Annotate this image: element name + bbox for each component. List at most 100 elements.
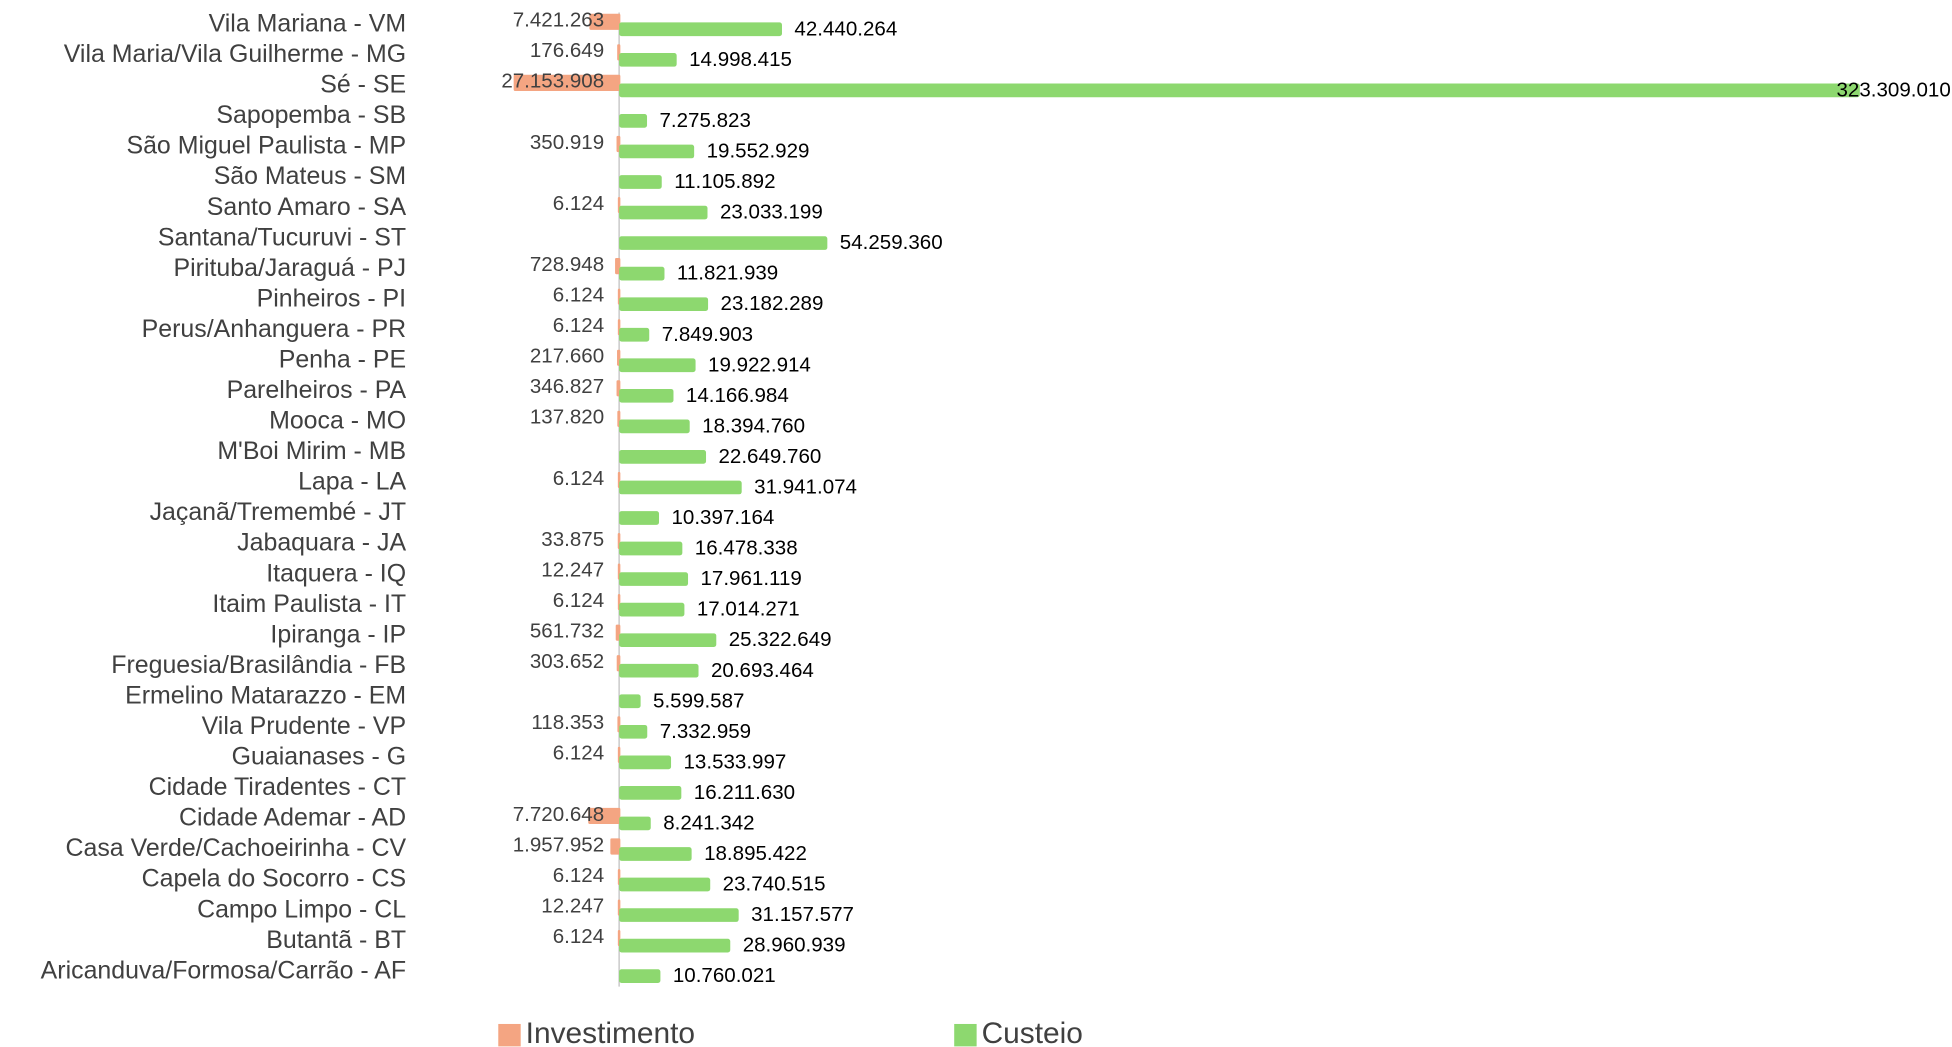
value-label: 217.660 xyxy=(530,345,604,368)
category-label: Itaim Paulista - IT xyxy=(212,590,406,618)
value-label: 118.353 xyxy=(531,711,604,734)
category-label: São Mateus - SM xyxy=(214,162,406,190)
value-label: 7.332.959 xyxy=(660,720,751,743)
bar xyxy=(617,349,621,366)
value-label: 31.157.577 xyxy=(751,903,854,926)
category-label: Vila Maria/Vila Guilherme - MG xyxy=(64,40,406,68)
bar xyxy=(619,724,648,739)
bar xyxy=(615,624,621,641)
value-label: 14.998.415 xyxy=(689,48,792,71)
bar xyxy=(619,419,690,434)
bar xyxy=(619,816,651,831)
bar xyxy=(619,266,665,281)
category-label: Cidade Tiradentes - CT xyxy=(149,773,406,801)
bar xyxy=(619,755,672,770)
value-label: 6.124 xyxy=(553,467,604,490)
category-label: São Miguel Paulista - MP xyxy=(126,132,406,160)
category-label: Casa Verde/Cachoeirinha - CV xyxy=(66,834,407,862)
value-label: 6.124 xyxy=(553,864,604,887)
legend-label: Custeio xyxy=(982,1017,1083,1047)
value-label: 16.478.338 xyxy=(695,537,798,560)
value-label: 14.166.984 xyxy=(686,384,789,407)
value-label: 12.247 xyxy=(541,558,604,581)
bar xyxy=(616,380,621,397)
category-label: Jaçanã/Tremembé - JT xyxy=(150,498,407,526)
bar xyxy=(513,74,621,91)
category-label: Penha - PE xyxy=(279,345,406,373)
value-label: 27.153.908 xyxy=(501,70,604,93)
bar xyxy=(619,572,689,586)
value-label: 1.957.952 xyxy=(513,833,604,856)
value-label: 13.533.997 xyxy=(684,750,787,773)
value-label: 17.961.119 xyxy=(700,567,801,590)
bar xyxy=(616,655,621,672)
bar xyxy=(619,480,742,495)
value-label: 23.740.515 xyxy=(723,873,826,896)
bar xyxy=(617,44,621,61)
value-label: 31.941.074 xyxy=(754,475,857,498)
value-label: 17.014.271 xyxy=(697,598,800,621)
bar xyxy=(619,83,1860,98)
value-label: 561.732 xyxy=(530,619,604,642)
value-label: 23.182.289 xyxy=(721,292,824,315)
bar xyxy=(619,938,731,953)
value-label: 42.440.264 xyxy=(794,17,897,40)
category-label: Sapopemba - SB xyxy=(216,101,406,129)
value-label: 54.259.360 xyxy=(840,231,943,254)
category-label: Santo Amaro - SA xyxy=(207,193,407,221)
bar xyxy=(619,297,709,312)
legend-swatch xyxy=(498,1023,521,1047)
value-label: 303.652 xyxy=(530,650,604,673)
bar xyxy=(615,258,621,275)
bar xyxy=(619,450,707,464)
category-label: Aricanduva/Formosa/Carrão - AF xyxy=(41,956,406,984)
bar xyxy=(610,838,621,855)
category-label: Vila Prudente - VP xyxy=(202,712,406,740)
bar xyxy=(619,694,641,709)
category-label: Vila Mariana - VM xyxy=(209,9,406,37)
bar xyxy=(619,541,683,556)
bar xyxy=(619,633,717,648)
category-label: Jabaquara - JA xyxy=(237,529,406,557)
bar xyxy=(619,22,782,37)
value-label: 323.309.010 xyxy=(1837,78,1951,101)
value-label: 19.552.929 xyxy=(707,139,810,162)
value-label: 7.421.263 xyxy=(513,9,604,32)
bar xyxy=(619,908,739,922)
value-label: 10.760.021 xyxy=(673,964,776,987)
category-label: Parelheiros - PA xyxy=(227,376,407,404)
bar xyxy=(619,511,660,525)
category-label: Ipiranga - IP xyxy=(270,620,406,648)
value-label: 23.033.199 xyxy=(720,201,823,224)
bar xyxy=(619,388,674,403)
value-label: 18.895.422 xyxy=(704,842,807,865)
value-label: 22.649.760 xyxy=(718,445,821,468)
value-label: 28.960.939 xyxy=(743,934,846,957)
value-label: 10.397.164 xyxy=(671,506,774,529)
value-label: 6.124 xyxy=(553,192,604,215)
value-label: 350.919 xyxy=(530,131,604,154)
bar xyxy=(619,144,695,159)
bar xyxy=(619,205,708,220)
value-label: 16.211.630 xyxy=(694,781,795,804)
category-label: Freguesia/Brasilândia - FB xyxy=(111,651,406,679)
bar xyxy=(619,52,677,67)
value-label: 12.247 xyxy=(541,894,604,917)
bar xyxy=(588,807,621,825)
value-label: 11.105.892 xyxy=(674,170,775,193)
value-label: 19.922.914 xyxy=(708,353,811,376)
value-label: 8.241.342 xyxy=(663,811,754,834)
bar xyxy=(619,602,685,617)
bar xyxy=(619,236,828,250)
value-label: 7.720.648 xyxy=(513,803,604,826)
value-label: 6.124 xyxy=(553,314,604,337)
value-label: 6.124 xyxy=(553,742,604,765)
bar xyxy=(619,114,648,128)
value-label: 728.948 xyxy=(530,253,604,276)
bar xyxy=(619,663,699,678)
category-label: Sé - SE xyxy=(320,71,406,99)
legend-label: Investimento xyxy=(526,1017,695,1047)
category-label: Capela do Socorro - CS xyxy=(142,865,406,893)
value-label: 176.649 xyxy=(530,39,604,62)
